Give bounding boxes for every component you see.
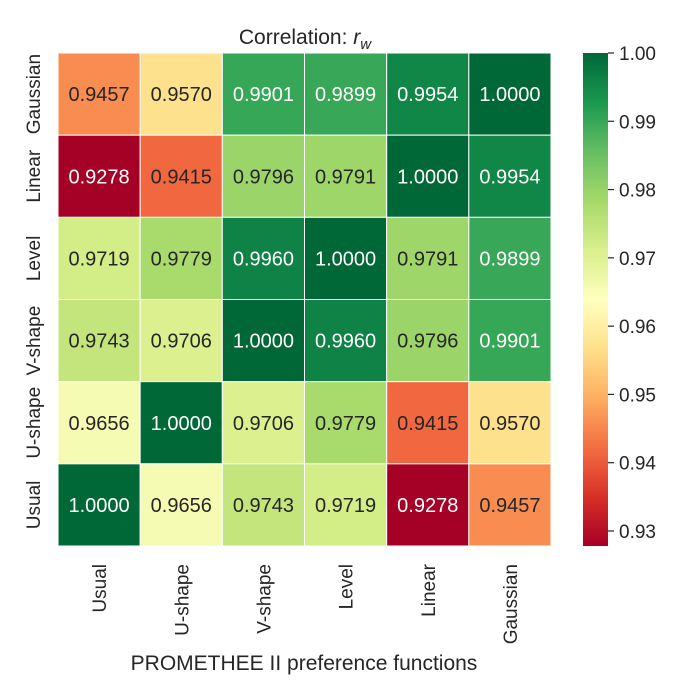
y-tick-label: V-shape bbox=[24, 306, 45, 376]
heatmap-cell-labels: 0.9457 0.9570 0.9901 0.9899 0.9954 1.0000 0.92… bbox=[68, 84, 540, 517]
x-tick-labels: Usual U-shape V-shape Level Linear Gaussian bbox=[90, 563, 522, 644]
cell-value-label: 0.9656 bbox=[151, 495, 212, 517]
colorbar bbox=[583, 53, 608, 546]
heatmap-cell bbox=[468, 463, 552, 547]
cell-value-label: 0.9779 bbox=[315, 413, 376, 435]
colorbar-tick-label: 0.98 bbox=[619, 181, 656, 202]
heatmap-cell bbox=[304, 134, 388, 218]
cell-value-label: 0.9779 bbox=[151, 248, 212, 270]
cell-value-label: 0.9570 bbox=[479, 413, 540, 435]
cell-value-label: 1.0000 bbox=[68, 495, 129, 517]
cell-value-label: 0.9719 bbox=[315, 495, 376, 517]
cell-value-label: 0.9743 bbox=[233, 495, 294, 517]
x-tick-label: V-shape bbox=[254, 564, 275, 634]
cell-value-label: 0.9954 bbox=[397, 84, 458, 106]
colorbar-gradient bbox=[583, 53, 608, 546]
y-tick-label: Linear bbox=[24, 149, 45, 202]
heatmap-cell bbox=[468, 216, 552, 300]
cell-value-label: 0.9901 bbox=[233, 84, 294, 106]
title-symbol: r bbox=[353, 26, 361, 49]
colorbar-tick-label: 0.96 bbox=[619, 317, 656, 338]
heatmap-cell bbox=[221, 299, 305, 383]
cell-value-label: 0.9706 bbox=[151, 331, 212, 353]
cell-value-label: 0.9457 bbox=[479, 495, 540, 517]
cell-value-label: 1.0000 bbox=[479, 84, 540, 106]
cell-value-label: 0.9954 bbox=[479, 166, 540, 188]
cell-value-label: 0.9960 bbox=[315, 331, 376, 353]
chart-title: Correlation: rw bbox=[239, 26, 372, 53]
colorbar-tick-label: 0.99 bbox=[619, 112, 656, 133]
heatmap-cell bbox=[221, 381, 305, 465]
heatmap-cell bbox=[304, 381, 388, 465]
x-tick-label: Usual bbox=[90, 564, 111, 613]
cell-value-label: 1.0000 bbox=[315, 248, 376, 270]
cell-value-label: 0.9457 bbox=[68, 84, 129, 106]
heatmap-cell bbox=[468, 299, 552, 383]
cell-value-label: 1.0000 bbox=[397, 166, 458, 188]
heatmap-cells bbox=[57, 52, 552, 547]
cell-value-label: 0.9960 bbox=[233, 248, 294, 270]
cell-value-label: 1.0000 bbox=[151, 413, 212, 435]
cell-value-label: 0.9706 bbox=[233, 413, 294, 435]
y-tick-label: Level bbox=[24, 236, 45, 281]
x-tick-label: Gaussian bbox=[501, 564, 522, 644]
x-tick-label: Level bbox=[337, 564, 358, 609]
colorbar-ticks: 0.93 0.94 0.95 0.96 0.97 0.98 0.99 1.00 bbox=[608, 44, 656, 543]
x-axis-title: PROMETHEE II preference functions bbox=[131, 652, 478, 675]
heatmap-cell bbox=[386, 216, 470, 300]
heatmap-cell bbox=[139, 463, 223, 547]
heatmap-cell bbox=[139, 299, 223, 383]
colorbar-tick-label: 0.97 bbox=[619, 249, 656, 270]
colorbar-tick-label: 0.94 bbox=[619, 454, 656, 475]
heatmap-cell bbox=[57, 299, 141, 383]
y-tick-label: U-shape bbox=[24, 387, 45, 459]
heatmap-cell bbox=[468, 381, 552, 465]
heatmap-cell bbox=[468, 134, 552, 218]
heatmap-cell bbox=[221, 216, 305, 300]
heatmap-cell bbox=[304, 216, 388, 300]
title-prefix: Correlation: bbox=[239, 26, 353, 49]
cell-value-label: 0.9719 bbox=[68, 248, 129, 270]
heatmap-cell bbox=[304, 463, 388, 547]
heatmap-cell bbox=[57, 216, 141, 300]
cell-value-label: 0.9415 bbox=[397, 413, 458, 435]
cell-value-label: 0.9278 bbox=[397, 495, 458, 517]
heatmap-cell bbox=[139, 134, 223, 218]
cell-value-label: 0.9656 bbox=[68, 413, 129, 435]
colorbar-tick-label: 0.93 bbox=[619, 522, 656, 543]
cell-value-label: 0.9791 bbox=[397, 248, 458, 270]
cell-value-label: 0.9570 bbox=[151, 84, 212, 106]
cell-value-label: 0.9899 bbox=[315, 84, 376, 106]
x-tick-label: Linear bbox=[419, 563, 440, 616]
cell-value-label: 0.9791 bbox=[315, 166, 376, 188]
heatmap-cell bbox=[139, 381, 223, 465]
cell-value-label: 0.9796 bbox=[397, 331, 458, 353]
cell-value-label: 0.9743 bbox=[68, 331, 129, 353]
heatmap-cell bbox=[386, 381, 470, 465]
cell-value-label: 0.9278 bbox=[68, 166, 129, 188]
y-tick-label: Usual bbox=[24, 481, 45, 530]
heatmap-cell bbox=[386, 134, 470, 218]
heatmap-cell bbox=[57, 381, 141, 465]
colorbar-tick-label: 0.95 bbox=[619, 385, 656, 406]
y-tick-labels: Gaussian Linear Level V-shape U-shape Usual bbox=[24, 54, 45, 529]
cell-value-label: 0.9415 bbox=[151, 166, 212, 188]
heatmap-cell bbox=[221, 463, 305, 547]
cell-value-label: 1.0000 bbox=[233, 331, 294, 353]
colorbar-tick-label: 1.00 bbox=[619, 44, 656, 65]
y-tick-label: Gaussian bbox=[24, 54, 45, 134]
title-subscript: w bbox=[360, 36, 372, 53]
heatmap-cell bbox=[386, 463, 470, 547]
cell-value-label: 0.9899 bbox=[479, 248, 540, 270]
heatmap-cell bbox=[386, 299, 470, 383]
x-tick-label: U-shape bbox=[172, 564, 193, 636]
cell-value-label: 0.9901 bbox=[479, 331, 540, 353]
heatmap-cell bbox=[221, 134, 305, 218]
heatmap-cell bbox=[139, 52, 223, 136]
cell-value-label: 0.9796 bbox=[233, 166, 294, 188]
